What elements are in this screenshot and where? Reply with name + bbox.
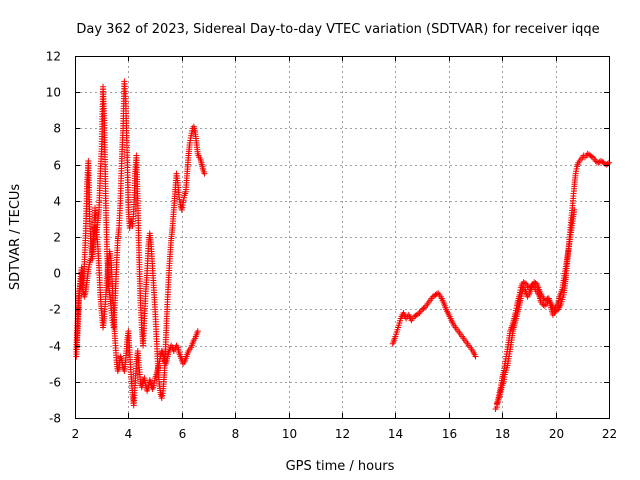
y-tick-label: -8 [49,412,61,426]
data-point [433,291,440,298]
data-point [415,310,422,317]
data-point [420,305,427,312]
x-tick-label: 18 [495,427,510,441]
data-point [194,328,201,335]
y-tick-label: -6 [49,376,61,390]
data-point [201,170,208,177]
x-tick-label: 20 [549,427,564,441]
y-tick-label: 10 [46,86,61,100]
y-tick-label: -2 [49,303,61,317]
y-tick-label: 0 [53,267,61,281]
chart-title: Day 362 of 2023, Sidereal Day-to-day VTE… [76,22,599,37]
x-tick-label: 2 [72,427,80,441]
data-point [540,301,547,308]
y-axis-label: SDTVAR / TECUs [8,184,23,291]
x-tick-label: 16 [442,427,457,441]
y-tick-label: 2 [53,231,61,245]
x-tick-label: 10 [282,427,297,441]
data-point [588,153,595,160]
y-tick-label: -4 [49,340,61,354]
data-point [521,280,528,287]
grid [75,56,609,418]
y-tick-label: 12 [46,50,61,64]
y-tick-label: 6 [53,159,61,173]
x-tick-label: 14 [388,427,403,441]
x-tick-label: 8 [232,427,240,441]
x-tick-label: 4 [125,427,133,441]
axis-ticks: 2 4 6 8 10 12 14 16 18 20 22 -8 -6 -4 -2 0 2 4 6 8 10 12 [46,50,617,442]
x-tick-label: 6 [179,427,187,441]
data-point [472,353,479,360]
data-point [571,206,578,213]
y-tick-label: 4 [53,195,61,209]
x-tick-label: 12 [335,427,350,441]
x-axis-label: GPS time / hours [286,459,395,474]
x-tick-label: 22 [602,427,617,441]
data-points [73,78,612,412]
y-tick-label: 8 [53,122,61,136]
